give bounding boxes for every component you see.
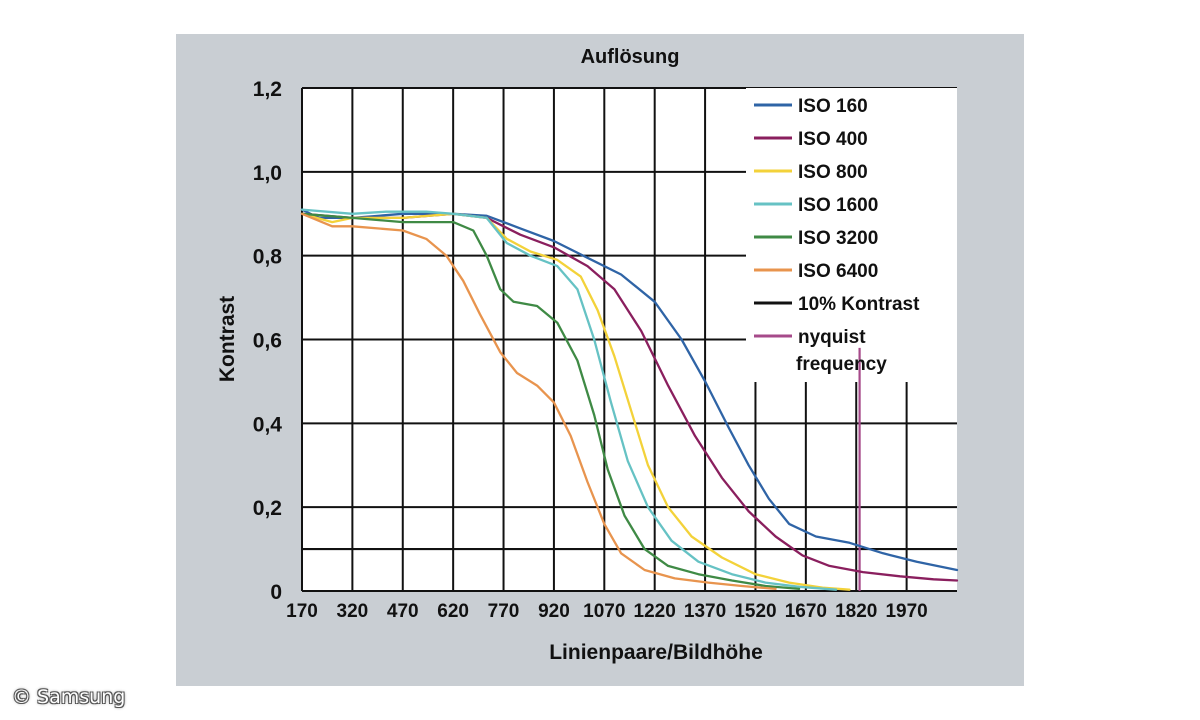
y-tick-label-1: 0,2 [253, 497, 282, 520]
copyright-credit: © Samsung [12, 686, 126, 708]
chart-panel: ISO 160 ISO 400 ISO 800 ISO 1600 ISO 3200 ISO… [176, 34, 1024, 686]
legend-label-1: ISO 400 [798, 129, 868, 150]
y-tick-label-3: 0,6 [253, 330, 282, 353]
legend-label-3: ISO 1600 [798, 195, 878, 216]
x-axis-label: Linienpaare/Bildhöhe [549, 641, 763, 664]
series-line-iso-1600 [300, 208, 838, 591]
x-tick-label-2: 470 [387, 601, 419, 622]
legend-label-5: ISO 6400 [798, 261, 878, 282]
x-tick-label-7: 1220 [634, 601, 676, 622]
legend-label-6: 10% Kontrast [798, 294, 920, 315]
x-tick-label-8: 1370 [684, 601, 726, 622]
y-tick-label-4: 0,8 [253, 246, 283, 269]
x-tick-label-6: 1070 [583, 601, 625, 622]
x-tick-label-9: 1520 [734, 601, 776, 622]
x-tick-label-0: 170 [286, 601, 318, 622]
x-tick-label-1: 320 [337, 601, 369, 622]
series-line-iso-160 [300, 208, 959, 572]
x-tick-label-12: 1970 [885, 601, 927, 622]
y-axis-label: Kontrast [216, 296, 239, 382]
legend-label-2: ISO 800 [798, 162, 868, 183]
y-tick-label-0: 0 [270, 581, 282, 604]
legend-label-0: ISO 160 [798, 96, 868, 117]
x-tick-label-4: 770 [488, 601, 520, 622]
x-tick-label-10: 1670 [785, 601, 827, 622]
series-line-iso-3200 [300, 212, 801, 591]
resolution-chart: ISO 160 ISO 400 ISO 800 ISO 1600 ISO 3200 ISO… [216, 46, 959, 664]
legend-label-4: ISO 3200 [798, 228, 878, 249]
y-tick-label-2: 0,4 [253, 413, 283, 436]
x-tick-label-3: 620 [437, 601, 469, 622]
y-tick-label-5: 1,0 [253, 162, 282, 185]
y-tick-label-6: 1,2 [253, 78, 282, 101]
x-tick-label-11: 1820 [835, 601, 877, 622]
series-line-iso-800 [300, 212, 851, 591]
legend-label-7: nyquist frequency [796, 327, 887, 375]
x-tick-label-5: 920 [538, 601, 570, 622]
series-line-iso-6400 [300, 212, 777, 591]
chart-title: Auflösung [581, 46, 680, 68]
